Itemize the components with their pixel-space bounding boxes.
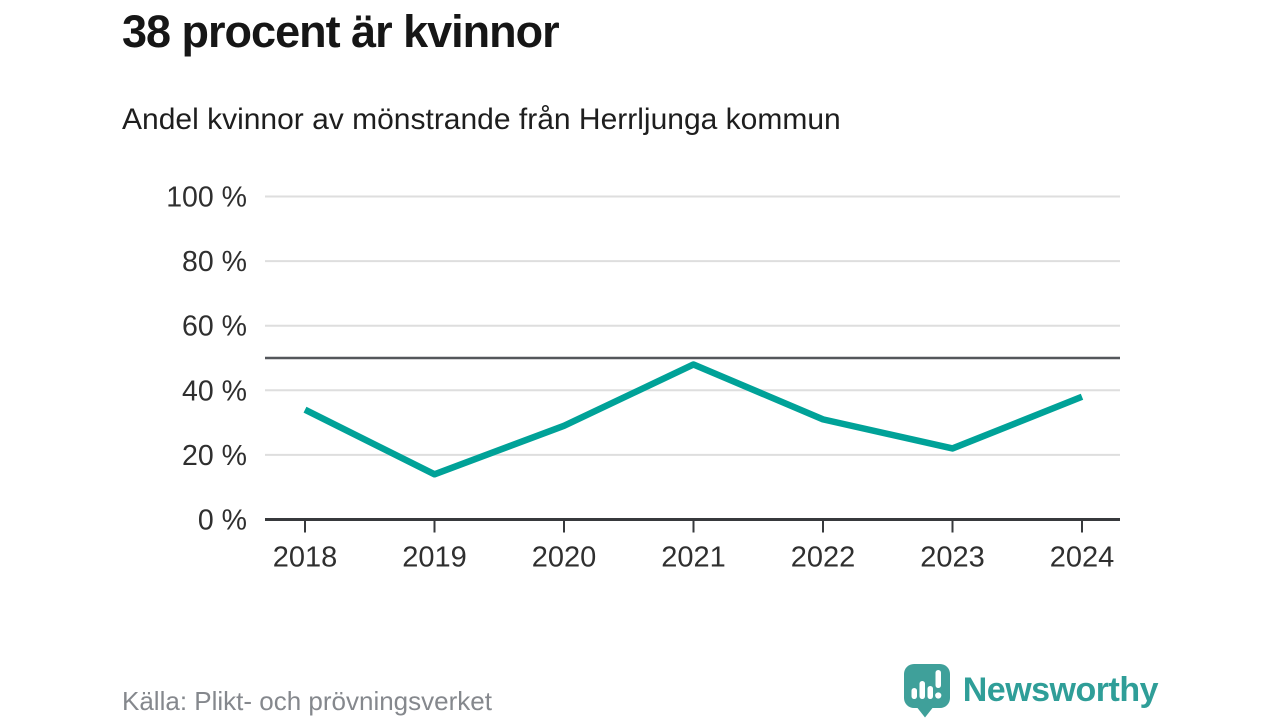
line-chart: 0 % 20 % 40 % 60 % 80 % 100 % 2018 2019 2020 2021…	[166, 182, 1120, 574]
x-tick-label: 2023	[920, 542, 985, 574]
newsworthy-logo-icon	[903, 664, 950, 718]
x-tick-label: 2021	[661, 542, 726, 574]
x-tick-label: 2024	[1050, 542, 1115, 574]
y-tick-label: 60 %	[182, 311, 247, 343]
x-tick-label: 2018	[273, 542, 338, 574]
x-tick-label: 2022	[791, 542, 856, 574]
y-tick-label: 20 %	[182, 440, 247, 472]
chart-subtitle: Andel kvinnor av mönstrande från Herrlju…	[122, 103, 841, 136]
bar-chart-exclamation-glyph	[911, 670, 942, 699]
newsworthy-logo: Newsworthy	[900, 662, 1159, 718]
y-tick-label: 40 %	[182, 375, 247, 407]
y-tick-label: 0 %	[198, 505, 247, 537]
newsworthy-logo-text: Newsworthy	[962, 670, 1159, 709]
y-tick-label: 100 %	[166, 182, 247, 214]
data-line	[303, 361, 1084, 478]
x-tick-label: 2019	[402, 542, 467, 574]
source-note: Källa: Plikt- och prövningsverket	[122, 686, 492, 716]
x-tick-label: 2020	[532, 542, 597, 574]
chart-title: 38 procent är kvinnor	[122, 6, 560, 57]
y-tick-label: 80 %	[182, 246, 247, 278]
